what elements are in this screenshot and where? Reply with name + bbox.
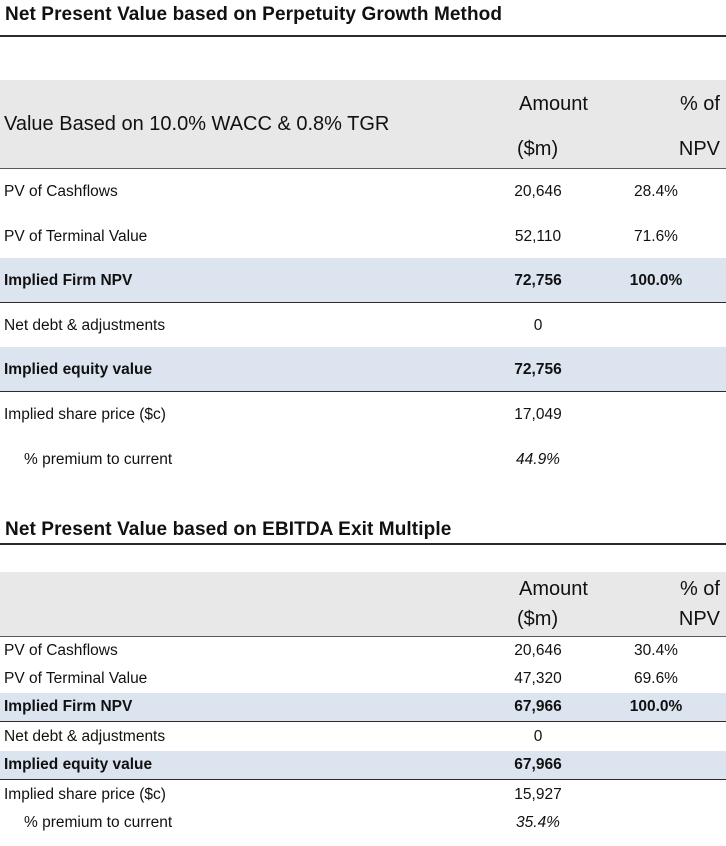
row-amount: 67,966 [514, 698, 562, 715]
row-amount: 67,966 [514, 756, 562, 773]
row-amount: 35.4% [516, 814, 560, 831]
section1-equity-band [0, 347, 726, 391]
row-pct: 28.4% [634, 183, 678, 200]
section2-npv-band [0, 693, 726, 721]
row-label: Implied share price ($c) [4, 786, 166, 803]
row-amount: 72,756 [514, 272, 562, 289]
row-amount: 52,110 [514, 228, 562, 245]
row-label: PV of Terminal Value [4, 228, 148, 245]
row-amount: 47,320 [514, 670, 562, 687]
row-amount: 17,049 [514, 406, 562, 423]
section2-header-pct-line2: NPV [678, 608, 720, 630]
row-label: PV of Cashflows [4, 183, 118, 200]
section1-title-rule [0, 35, 726, 37]
section2-header-rule [0, 636, 726, 637]
row-amount: 20,646 [514, 183, 562, 200]
section2-header-amount-line1: Amount [519, 578, 588, 600]
section1-header-rule [0, 168, 726, 169]
section2-header-amount-line2: ($m) [517, 608, 559, 630]
section2-equity-band [0, 751, 726, 779]
row-amount: 0 [533, 728, 543, 745]
row-pct: 100.0% [629, 272, 683, 289]
section1-npv-rule [0, 302, 726, 303]
row-label: % premium to current [24, 451, 173, 468]
row-label: Implied Firm NPV [4, 272, 133, 289]
row-pct: 71.6% [634, 228, 678, 245]
section1-header-amount-line1: Amount [519, 93, 588, 115]
row-label: Implied equity value [4, 361, 153, 378]
row-label: % premium to current [24, 814, 173, 831]
section2-npv-rule [0, 721, 726, 722]
row-amount: 0 [533, 317, 543, 334]
row-label: Implied equity value [4, 756, 153, 773]
row-amount: 44.9% [516, 451, 560, 468]
row-label: Implied share price ($c) [4, 406, 166, 423]
section2-header-band [0, 572, 726, 636]
section1-header-pct-line1: % of [679, 93, 720, 115]
section2-title: Net Present Value based on EBITDA Exit M… [5, 519, 452, 540]
row-amount: 72,756 [514, 361, 562, 378]
row-pct: 30.4% [634, 642, 678, 659]
section1-header-band [0, 80, 726, 168]
section1-header-label: Value Based on 10.0% WACC & 0.8% TGR [4, 113, 390, 135]
row-label: PV of Cashflows [4, 642, 118, 659]
row-amount: 20,646 [514, 642, 562, 659]
row-pct: 100.0% [629, 698, 683, 715]
section2-title-rule [0, 543, 726, 545]
row-label: Net debt & adjustments [4, 317, 166, 334]
section1-equity-rule [0, 391, 726, 392]
row-amount: 15,927 [514, 786, 562, 803]
row-pct: 69.6% [634, 670, 678, 687]
row-label: PV of Terminal Value [4, 670, 148, 687]
row-label: Net debt & adjustments [4, 728, 166, 745]
section1-header-pct-line2: NPV [678, 138, 720, 160]
section1-header-amount-line2: ($m) [517, 138, 559, 160]
row-label: Implied Firm NPV [4, 698, 133, 715]
section2-equity-rule [0, 779, 726, 780]
section1-npv-band [0, 258, 726, 302]
section1-title: Net Present Value based on Perpetuity Gr… [5, 4, 503, 25]
section2-header-pct-line1: % of [679, 578, 720, 600]
